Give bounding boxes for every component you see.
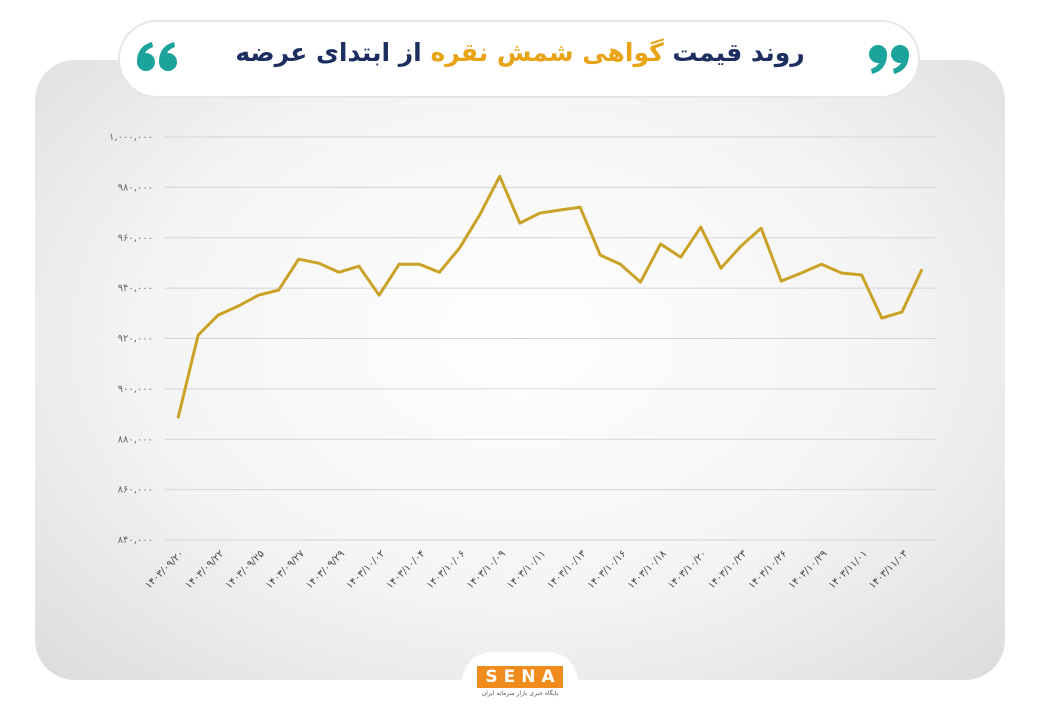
title-pill — [118, 20, 920, 98]
y-tick-label: ۹۶۰,۰۰۰ — [118, 233, 153, 244]
x-tick-label: ۱۴۰۳/۱۰/۱۱ — [505, 548, 548, 591]
y-tick-label: ۸۶۰,۰۰۰ — [118, 485, 153, 496]
x-tick-label: ۱۴۰۳/۰۹/۲۹ — [304, 548, 347, 591]
x-tick-label: ۱۴۰۳/۱۰/۱۳ — [545, 548, 588, 591]
x-tick-label: ۱۴۰۳/۱۰/۲۰ — [666, 548, 709, 591]
title-part: از ابتدای عرضه — [235, 38, 422, 67]
x-tick-label: ۱۴۰۳/۱۰/۰۴ — [385, 548, 428, 591]
x-tick-label: ۱۴۰۳/۰۹/۲۷ — [264, 548, 307, 591]
logo: SENA پایگاه خبری بازار سرمایه ایران — [462, 652, 578, 712]
x-tick-label: ۱۴۰۳/۱۰/۰۲ — [344, 548, 387, 591]
x-tick-label: ۱۴۰۳/۱۰/۲۳ — [706, 548, 749, 591]
title-part: روند قیمت — [672, 38, 805, 67]
data-line — [176, 174, 924, 419]
y-tick-label: ۹۴۰,۰۰۰ — [118, 283, 153, 294]
x-tick-label: ۱۴۰۳/۱۰/۱۶ — [586, 548, 629, 591]
x-tick-label: ۱۴۰۳/۰۹/۲۰ — [143, 548, 186, 591]
x-tick-label: ۱۴۰۳/۱۰/۱۸ — [626, 548, 669, 591]
quote-icon — [869, 45, 909, 74]
y-tick-label: ۹۸۰,۰۰۰ — [118, 182, 153, 193]
title-part: گواهی شمش نقره — [430, 38, 664, 67]
x-tick-label: ۱۴۰۳/۰۹/۲۵ — [224, 548, 267, 591]
quote-icon — [137, 42, 177, 71]
chart-panel — [35, 60, 1005, 680]
y-tick-label: ۱,۰۰۰,۰۰۰ — [109, 132, 153, 143]
y-tick-label: ۹۲۰,۰۰۰ — [118, 334, 153, 345]
x-tick-label: ۱۴۰۳/۱۰/۲۹ — [787, 548, 830, 591]
logo-tagline: پایگاه خبری بازار سرمایه ایران — [481, 690, 559, 697]
y-tick-label: ۹۰۰,۰۰۰ — [118, 384, 153, 395]
x-tick-label: ۱۴۰۳/۱۰/۰۹ — [465, 548, 508, 591]
x-tick-label: ۱۴۰۳/۱۰/۰۶ — [425, 548, 468, 591]
y-tick-label: ۸۸۰,۰۰۰ — [118, 434, 153, 445]
x-tick-label: ۱۴۰۳/۱۱/۰۳ — [867, 548, 910, 591]
x-tick-label: ۱۴۰۳/۰۹/۲۲ — [184, 548, 227, 591]
logo-name: SENA — [477, 666, 563, 688]
chart-title: روند قیمت گواهی شمش نقره از ابتدای عرضه — [200, 38, 840, 67]
y-tick-label: ۸۴۰,۰۰۰ — [118, 535, 153, 546]
x-tick-label: ۱۴۰۳/۱۱/۰۱ — [827, 548, 870, 591]
x-tick-label: ۱۴۰۳/۱۰/۲۶ — [747, 548, 790, 591]
